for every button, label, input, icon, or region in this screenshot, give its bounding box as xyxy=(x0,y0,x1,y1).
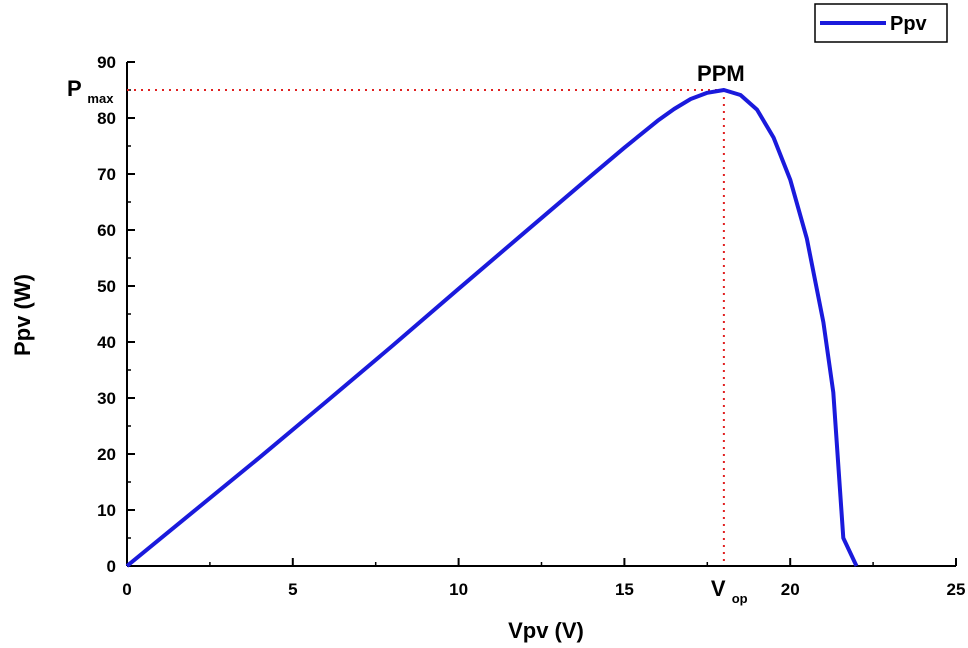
y-tick-label: 60 xyxy=(97,221,116,240)
x-tick-label: 25 xyxy=(947,580,966,599)
y-tick-label: 70 xyxy=(97,165,116,184)
x-tick-label: 0 xyxy=(122,580,131,599)
plot-area xyxy=(126,62,956,567)
y-ticks: 0 10 20 30 40 50 60 70 80 90 xyxy=(97,53,135,576)
x-tick-label: 10 xyxy=(449,580,468,599)
vop-main: V xyxy=(711,576,726,601)
peak-label: PPM xyxy=(697,61,745,86)
y-tick-label: 80 xyxy=(97,109,116,128)
y-tick-label: 30 xyxy=(97,389,116,408)
legend-label-ppv: Ppv xyxy=(890,13,928,35)
pmax-sub: max xyxy=(87,91,114,106)
y-tick-label: 20 xyxy=(97,445,116,464)
pmax-label: P max xyxy=(67,76,114,106)
reference-lines xyxy=(127,89,725,566)
y-tick-label: 0 xyxy=(107,557,116,576)
vop-label: V op xyxy=(711,576,748,606)
pmax-main: P xyxy=(67,76,81,101)
y-axis-title: Ppv (W) xyxy=(10,274,35,356)
vop-sub: op xyxy=(732,591,748,606)
x-tick-label: 15 xyxy=(615,580,634,599)
annotations: PPM P max V op xyxy=(67,61,748,606)
legend: Ppv xyxy=(814,3,948,43)
y-tick-label: 50 xyxy=(97,277,116,296)
y-tick-label: 90 xyxy=(97,53,116,72)
x-ticks: 0 5 10 15 20 25 xyxy=(122,558,965,599)
y-tick-label: 10 xyxy=(97,501,116,520)
x-tick-label: 20 xyxy=(781,580,800,599)
series-line-ppv xyxy=(125,88,859,568)
y-tick-label: 40 xyxy=(97,333,116,352)
x-axis-title: Vpv (V) xyxy=(508,618,584,643)
x-tick-label: 5 xyxy=(288,580,297,599)
